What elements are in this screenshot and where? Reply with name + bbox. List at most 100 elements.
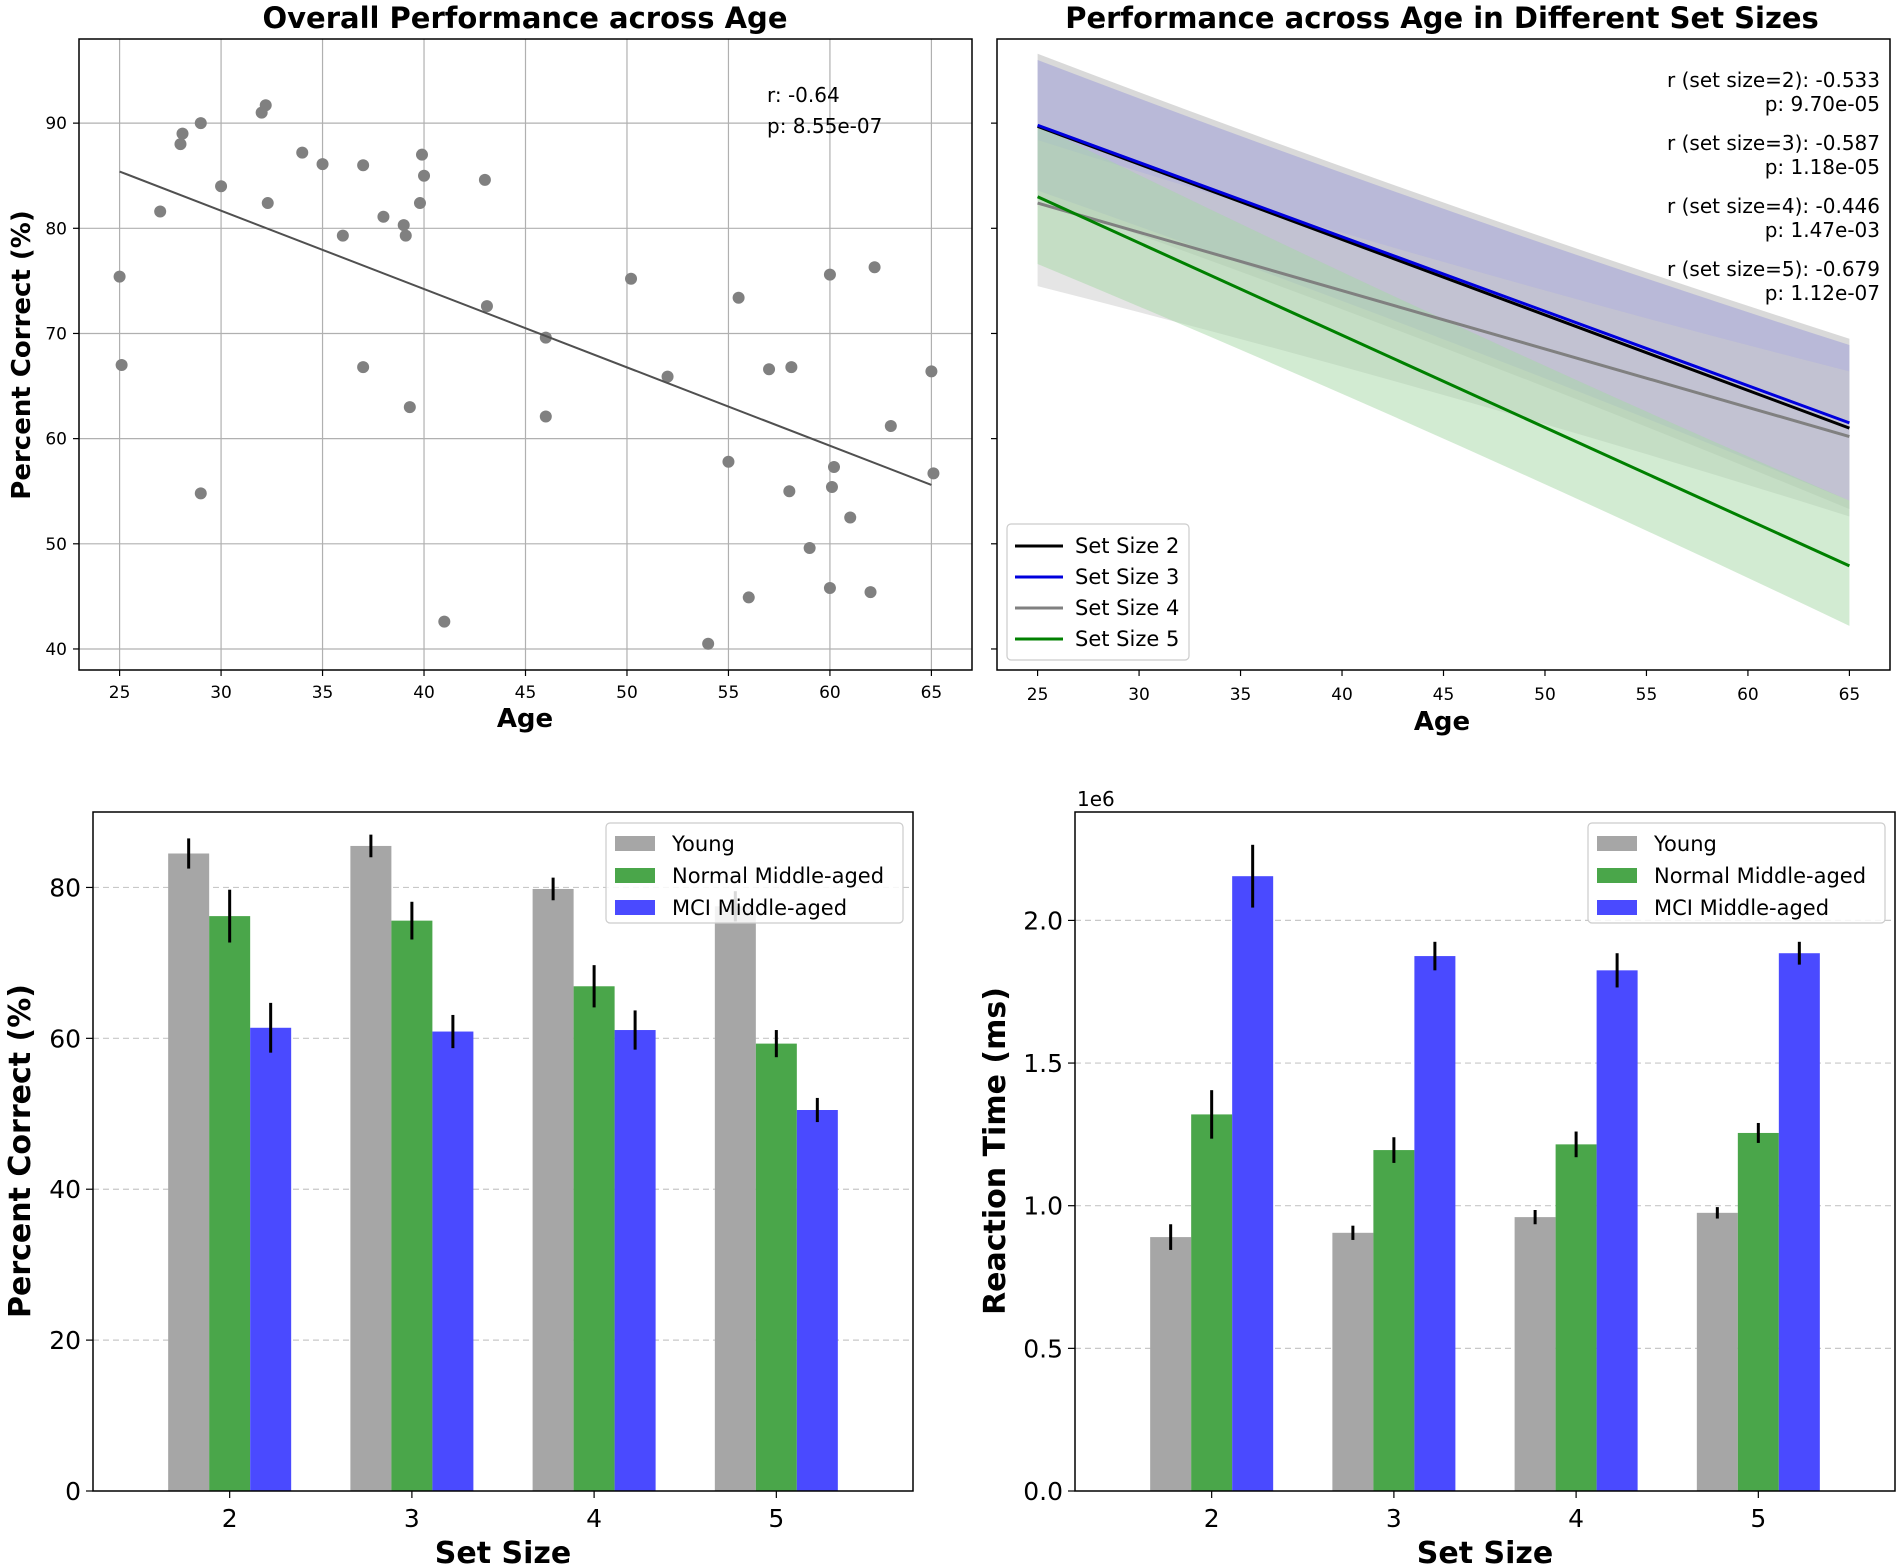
scatter-annotation-p: p: 8.55e-07: [767, 114, 882, 138]
bar-young-set-size-3: [1332, 1232, 1374, 1491]
y-tick-label: 1.5: [1023, 1049, 1063, 1078]
legend-label: Set Size 2: [1075, 534, 1179, 558]
x-tick-label: 65: [1839, 685, 1861, 705]
scatter-annotation-r: r: -0.64: [767, 83, 840, 107]
bar-young-set-size-2: [1150, 1237, 1192, 1491]
scatter-point: [357, 361, 370, 374]
bar-normal-middle-aged-set-size-5: [1737, 1132, 1779, 1491]
y-tick-label: 40: [49, 1175, 81, 1204]
legend-label: Young: [671, 832, 735, 856]
y-tick-label: 40: [45, 640, 67, 660]
scatter-point: [925, 365, 938, 378]
correlation-r-label: r (set size=3): -0.587: [1667, 131, 1880, 155]
bar-young-set-size-4: [1514, 1217, 1556, 1491]
scatter-point: [316, 158, 329, 171]
lines-legend: Set Size 2 Set Size 3 Set Size 4 Set Size 5: [1006, 523, 1190, 661]
x-tick-label: 55: [1636, 685, 1658, 705]
scatter-point: [154, 205, 167, 218]
bar-mci-middle-aged-set-size-5: [1778, 953, 1820, 1491]
legend-swatch: [1597, 900, 1637, 915]
bar-mci-middle-aged-set-size-3: [432, 1031, 474, 1491]
x-tick-label: 45: [515, 683, 537, 703]
scatter-point: [827, 461, 840, 474]
bar-mci-middle-aged-set-size-2: [250, 1027, 292, 1491]
scatter-point: [763, 363, 776, 376]
x-tick-label: 4: [586, 1504, 602, 1533]
y-tick-label: 80: [45, 219, 67, 239]
y-tick-label: 20: [49, 1326, 81, 1355]
scatter-point: [296, 146, 309, 159]
y-tick-label: 60: [49, 1024, 81, 1053]
scatter-point: [844, 511, 857, 524]
scatter-point: [927, 467, 940, 480]
ci-band-set-size-5: [1037, 125, 1850, 626]
x-tick-label: 5: [768, 1504, 784, 1533]
x-tick-label: 65: [921, 683, 943, 703]
scatter-point: [539, 410, 552, 423]
y-tick-label: 2.0: [1023, 906, 1063, 935]
x-tick-label: 30: [210, 683, 232, 703]
x-tick-label: 35: [312, 683, 334, 703]
scatter-point: [823, 268, 836, 281]
scatter-point: [783, 485, 796, 498]
bar-young-set-size-5: [714, 906, 756, 1491]
x-tick-label: 50: [1534, 685, 1556, 705]
y-tick-label: 70: [45, 324, 67, 344]
bar-mci-middle-aged-set-size-5: [796, 1110, 838, 1491]
bar-mci-middle-aged-set-size-3: [1414, 956, 1456, 1491]
regression-line: [119, 170, 932, 486]
scatter-point: [702, 637, 715, 650]
scatter-point: [113, 270, 126, 283]
legend-box: [605, 822, 904, 924]
scatter-ylabel: Percent Correct (%): [7, 210, 37, 499]
scatter-point: [377, 210, 390, 223]
correlation-p-label: p: 1.47e-03: [1765, 218, 1880, 242]
bar-normal-middle-aged-set-size-5: [755, 1043, 797, 1491]
x-tick-label: 3: [1386, 1504, 1402, 1533]
x-tick-label: 55: [718, 683, 740, 703]
scatter-point: [742, 591, 755, 604]
scatter-point: [864, 586, 877, 599]
legend-swatch: [1597, 868, 1637, 883]
scatter-point: [732, 291, 745, 304]
rt-ylabel: Reaction Time (ms): [978, 987, 1013, 1315]
bar-normal-middle-aged-set-size-2: [209, 916, 251, 1491]
x-tick-label: 3: [404, 1504, 420, 1533]
bar-mci-middle-aged-set-size-4: [1596, 970, 1638, 1491]
scatter-point: [403, 401, 416, 414]
x-tick-label: 45: [1433, 685, 1455, 705]
scatter-point: [415, 148, 428, 161]
accuracy-ylabel: Percent Correct (%): [3, 984, 38, 1318]
legend-label: Set Size 5: [1075, 627, 1179, 651]
legend-label: Set Size 4: [1075, 596, 1179, 620]
x-tick-label: 40: [413, 683, 435, 703]
x-tick-label: 25: [1027, 685, 1049, 705]
bar-young-set-size-5: [1696, 1212, 1738, 1491]
rt-legend: Young Normal Middle-aged MCI Middle-aged: [1587, 822, 1886, 924]
scatter-point: [397, 219, 410, 232]
legend-label: Normal Middle-aged: [1654, 864, 1866, 888]
legend-label: Normal Middle-aged: [672, 864, 884, 888]
y-tick-label: 50: [45, 535, 67, 555]
correlation-r-label: r (set size=2): -0.533: [1667, 68, 1880, 92]
scatter-point: [176, 127, 189, 140]
scatter-point: [259, 99, 272, 112]
correlation-r-label: r (set size=4): -0.446: [1667, 194, 1880, 218]
scatter-point: [261, 197, 274, 210]
x-tick-label: 2: [1204, 1504, 1220, 1533]
scatter-point: [399, 229, 412, 242]
legend-swatch: [615, 868, 655, 883]
bar-mci-middle-aged-set-size-4: [614, 1030, 656, 1491]
rt-frame: [1074, 811, 1896, 1492]
x-tick-label: 25: [109, 683, 131, 703]
x-tick-label: 35: [1230, 685, 1252, 705]
scatter-point: [215, 180, 228, 193]
legend-swatch: [615, 836, 655, 851]
y-tick-label: 0.0: [1023, 1477, 1063, 1506]
scatter-point: [868, 261, 881, 274]
scatter-xlabel: Age: [497, 704, 553, 734]
y-tick-label: 60: [45, 430, 67, 450]
bar-normal-middle-aged-set-size-4: [573, 986, 615, 1491]
bar-young-set-size-4: [532, 888, 574, 1491]
